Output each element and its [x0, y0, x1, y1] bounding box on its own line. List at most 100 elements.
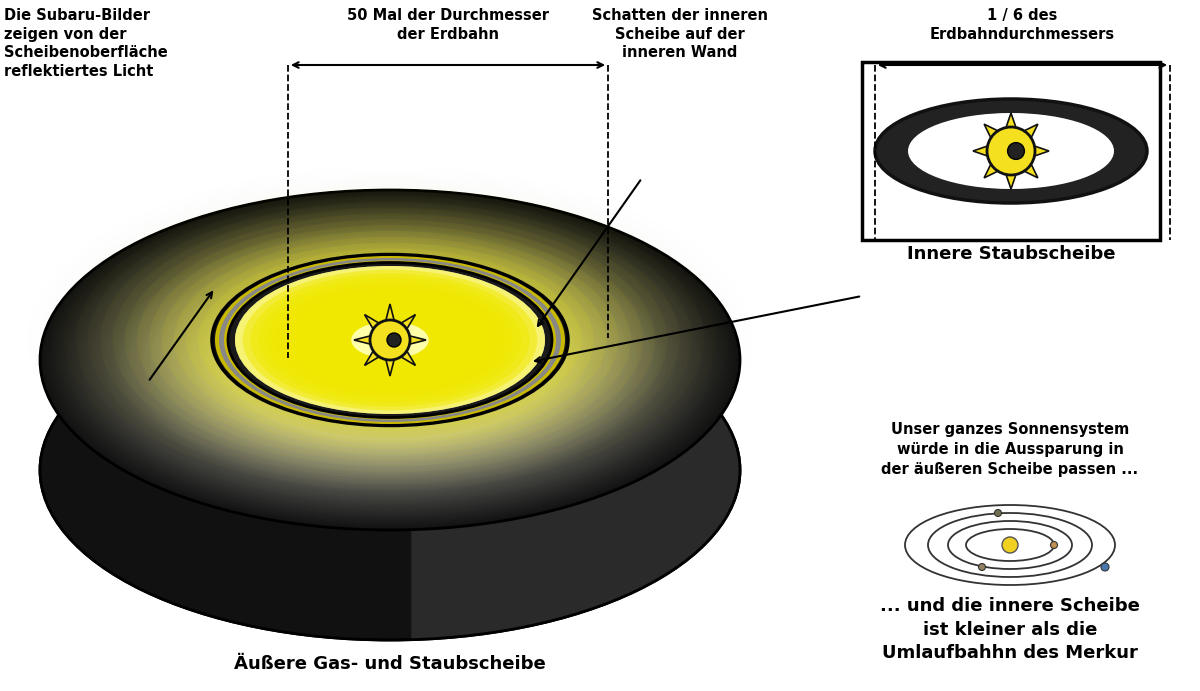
Ellipse shape [49, 195, 731, 525]
Ellipse shape [908, 113, 1114, 189]
Polygon shape [1034, 146, 1049, 156]
Ellipse shape [197, 267, 583, 453]
Text: Innere Staubscheibe: Innere Staubscheibe [907, 245, 1115, 263]
Polygon shape [40, 190, 368, 640]
Ellipse shape [108, 223, 672, 497]
Ellipse shape [215, 256, 565, 424]
Ellipse shape [114, 226, 666, 494]
Ellipse shape [73, 207, 707, 513]
Ellipse shape [65, 202, 715, 518]
Ellipse shape [191, 264, 589, 456]
Ellipse shape [305, 299, 475, 381]
Ellipse shape [298, 296, 482, 384]
Polygon shape [984, 164, 998, 178]
Ellipse shape [104, 222, 676, 498]
Polygon shape [401, 314, 415, 329]
Ellipse shape [172, 255, 608, 465]
Ellipse shape [175, 256, 605, 464]
Ellipse shape [184, 261, 596, 459]
Ellipse shape [136, 237, 644, 483]
Ellipse shape [242, 269, 538, 410]
Text: Schatten der inneren
Scheibe auf der
inneren Wand: Schatten der inneren Scheibe auf der inn… [592, 8, 768, 60]
Ellipse shape [224, 261, 556, 419]
Ellipse shape [67, 204, 713, 516]
Polygon shape [365, 351, 379, 366]
Polygon shape [386, 359, 394, 376]
Circle shape [1008, 142, 1025, 160]
Ellipse shape [116, 228, 664, 492]
Ellipse shape [258, 277, 522, 403]
Ellipse shape [160, 249, 620, 471]
Polygon shape [1024, 124, 1038, 138]
Text: Unser ganzes Sonnensystem
würde in die Aussparung in
der äußeren Scheibe passen : Unser ganzes Sonnensystem würde in die A… [882, 422, 1139, 477]
Ellipse shape [40, 300, 740, 640]
Ellipse shape [156, 247, 624, 473]
Ellipse shape [46, 193, 734, 527]
Polygon shape [354, 336, 371, 344]
Ellipse shape [162, 231, 618, 449]
Ellipse shape [336, 314, 444, 366]
Ellipse shape [203, 270, 577, 450]
Ellipse shape [320, 307, 460, 373]
Circle shape [1102, 563, 1109, 571]
Ellipse shape [174, 237, 606, 443]
Ellipse shape [144, 241, 636, 479]
Polygon shape [386, 304, 394, 321]
Ellipse shape [282, 288, 498, 392]
Ellipse shape [80, 209, 700, 511]
Circle shape [986, 127, 1034, 175]
Ellipse shape [199, 268, 581, 451]
Ellipse shape [92, 216, 688, 504]
Ellipse shape [210, 254, 570, 426]
Ellipse shape [71, 205, 709, 515]
Ellipse shape [86, 213, 694, 507]
Ellipse shape [235, 266, 545, 414]
Ellipse shape [166, 252, 614, 468]
Circle shape [386, 333, 401, 347]
Ellipse shape [274, 285, 506, 395]
Ellipse shape [154, 246, 626, 474]
Ellipse shape [178, 258, 602, 462]
Ellipse shape [266, 281, 514, 399]
Ellipse shape [59, 199, 721, 521]
Ellipse shape [187, 263, 593, 457]
Circle shape [370, 320, 410, 360]
Ellipse shape [186, 243, 594, 437]
Ellipse shape [126, 232, 654, 488]
Ellipse shape [98, 218, 682, 502]
Circle shape [1050, 542, 1057, 549]
Ellipse shape [289, 292, 491, 388]
Ellipse shape [55, 198, 725, 522]
Polygon shape [973, 146, 988, 156]
Ellipse shape [235, 266, 545, 414]
Ellipse shape [43, 191, 737, 529]
Ellipse shape [212, 254, 568, 426]
Ellipse shape [875, 99, 1147, 203]
Ellipse shape [169, 254, 611, 466]
Text: ... und die innere Scheibe
ist kleiner als die
Umlaufbahhn des Merkur: ... und die innere Scheibe ist kleiner a… [880, 597, 1140, 662]
Ellipse shape [83, 211, 697, 509]
Text: 1 / 6 des
Erdbahndurchmessers: 1 / 6 des Erdbahndurchmessers [930, 8, 1115, 41]
Ellipse shape [137, 219, 643, 461]
Ellipse shape [149, 225, 631, 455]
Ellipse shape [209, 273, 571, 447]
Ellipse shape [89, 214, 691, 506]
Polygon shape [401, 351, 415, 366]
Polygon shape [412, 190, 740, 640]
Ellipse shape [215, 276, 565, 444]
Ellipse shape [95, 217, 685, 503]
Ellipse shape [223, 260, 557, 420]
Ellipse shape [53, 196, 727, 524]
Ellipse shape [40, 190, 740, 530]
Polygon shape [1024, 164, 1038, 178]
Ellipse shape [101, 220, 679, 500]
Text: 50 Mal der Durchmesser
der Erdbahn: 50 Mal der Durchmesser der Erdbahn [347, 8, 550, 41]
Ellipse shape [120, 229, 660, 491]
Polygon shape [1006, 174, 1016, 189]
Ellipse shape [163, 250, 617, 470]
Polygon shape [984, 124, 998, 138]
Circle shape [995, 509, 1002, 516]
Ellipse shape [221, 279, 559, 441]
Polygon shape [1006, 113, 1016, 128]
Ellipse shape [251, 274, 529, 406]
